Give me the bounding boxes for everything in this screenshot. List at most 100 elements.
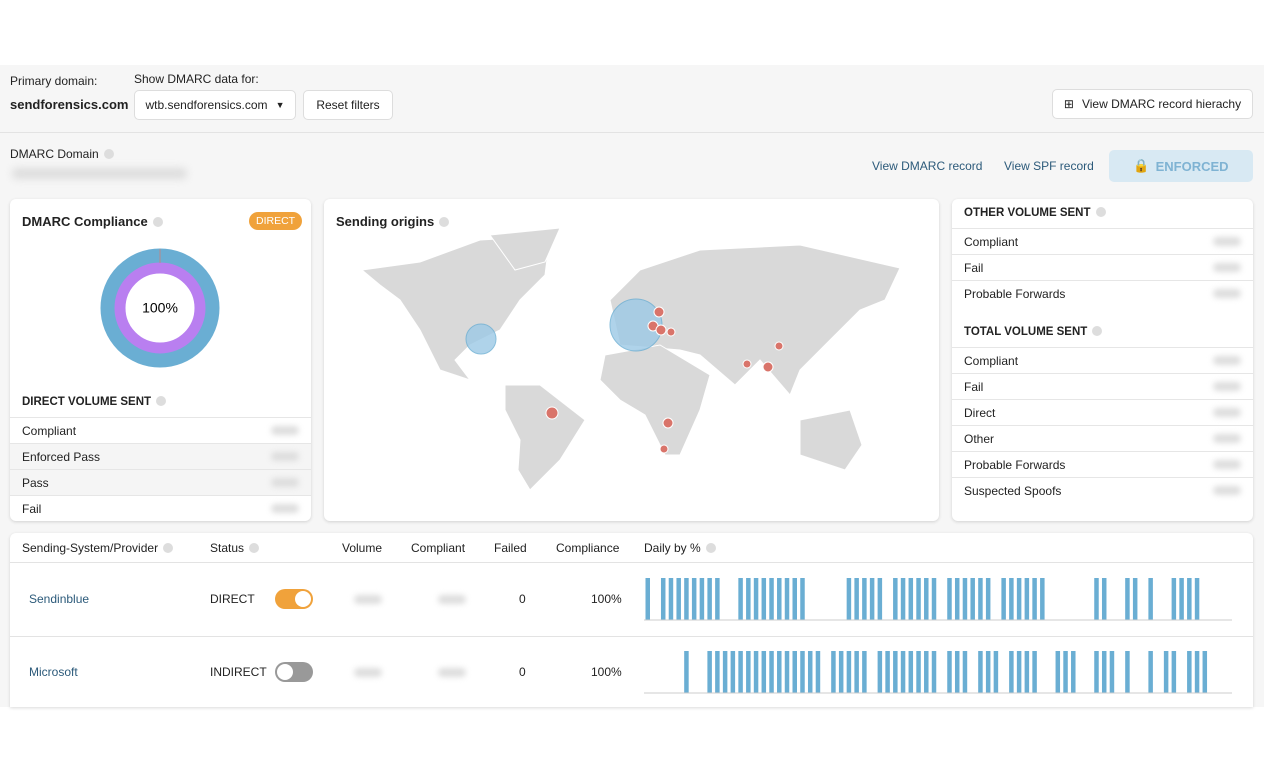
daily-bar	[1202, 651, 1208, 693]
daily-bar	[962, 578, 968, 620]
world-map	[360, 227, 901, 491]
daily-bar	[846, 578, 852, 620]
daily-bar	[1187, 651, 1192, 693]
header-text: Failed	[494, 541, 527, 555]
donut: 100%	[100, 248, 220, 368]
table-row: Probable Forwards	[952, 451, 1253, 477]
daily-bar	[1071, 651, 1076, 693]
daily-bar	[893, 578, 898, 620]
daily-bar	[978, 651, 983, 693]
blurred-value	[1213, 356, 1241, 365]
daily-bar	[893, 651, 898, 693]
daily-bar	[846, 651, 852, 693]
daily-bar	[645, 578, 650, 620]
daily-bar	[746, 578, 751, 620]
info	[1092, 326, 1103, 336]
daily-bar	[761, 651, 767, 693]
daily-bar	[908, 578, 914, 620]
blurred-value	[1213, 263, 1241, 272]
column-header: Compliant	[411, 541, 465, 555]
daily-bar	[807, 651, 813, 693]
info	[163, 543, 174, 553]
continent	[489, 227, 561, 271]
label: Show DMARC data for:	[134, 72, 259, 86]
provider-link[interactable]: Sendinblue	[29, 592, 90, 606]
column-header: Failed	[494, 541, 527, 555]
daily-chart	[644, 651, 1232, 694]
failed: 0	[519, 665, 526, 679]
daily-bar	[722, 651, 728, 693]
header-text: Status	[210, 541, 245, 555]
title-text: OTHER VOLUME SENT	[964, 207, 1091, 219]
daily-bar	[962, 651, 968, 693]
table-row: Other	[952, 425, 1253, 451]
status-toggle[interactable]	[275, 589, 313, 609]
donut-label: 100%	[142, 300, 178, 316]
caret: ▼	[275, 100, 285, 110]
daily-bar	[1094, 578, 1099, 620]
daily-bar	[854, 651, 859, 693]
daily-bar	[1055, 651, 1061, 693]
domain-select[interactable]: wtb.sendforensics.com ▼	[134, 90, 296, 120]
daily-bar	[978, 578, 983, 620]
table-row: Fail	[952, 254, 1253, 280]
toggle-knob	[277, 664, 293, 680]
info	[103, 149, 114, 159]
select-value: wtb.sendforensics.com	[145, 98, 268, 112]
daily-bar	[784, 578, 790, 620]
blurred-value	[354, 595, 382, 604]
info	[1095, 207, 1106, 217]
blurred	[12, 168, 187, 179]
volume-card: OTHER VOLUME SENT Compliant Fail Probable …	[952, 199, 1253, 521]
origin-dot	[545, 406, 559, 420]
view-spf-link[interactable]: View SPF record	[1004, 159, 1094, 173]
blurred-value	[438, 668, 466, 677]
reset-button[interactable]: Reset filters	[303, 90, 393, 120]
daily-bar	[931, 578, 937, 620]
header-text: Compliance	[556, 541, 620, 555]
column-header: Status	[210, 541, 260, 555]
daily-bar	[676, 578, 681, 620]
daily-bar	[1032, 651, 1037, 693]
header-text: Sending-System/Provider	[22, 541, 159, 555]
column-header: Volume	[342, 541, 382, 555]
origin-dot	[662, 417, 674, 429]
daily-bar	[730, 651, 736, 693]
blurred-value	[438, 595, 466, 604]
header-text: Volume	[342, 541, 383, 555]
title-text: DIRECT VOLUME SENT	[22, 396, 152, 408]
blurred-value	[1213, 237, 1241, 246]
info	[249, 543, 260, 553]
daily-bar	[869, 578, 875, 620]
daily-bar	[1179, 578, 1184, 620]
daily-bar	[1016, 578, 1022, 620]
daily-bar	[746, 651, 751, 693]
daily-bar	[985, 651, 991, 693]
daily-bar	[1040, 578, 1045, 620]
direct-badge: DIRECT	[249, 212, 303, 230]
divider	[10, 636, 1253, 637]
origin-dot	[666, 327, 676, 337]
provider-link[interactable]: Microsoft	[29, 665, 78, 679]
blurred-value	[271, 426, 299, 435]
info	[705, 543, 716, 553]
table-row: Compliant	[10, 417, 311, 443]
daily-chart	[644, 578, 1232, 621]
blurred-value	[1213, 434, 1241, 443]
daily-bar	[1148, 651, 1153, 693]
daily-bar	[769, 578, 774, 620]
daily-bar	[877, 651, 883, 693]
daily-bar	[1194, 651, 1200, 693]
blurred-value	[1213, 289, 1241, 298]
status-toggle[interactable]	[275, 662, 313, 682]
daily-bar	[1125, 578, 1130, 620]
enforced-badge: 🔒 ENFORCED	[1109, 150, 1253, 182]
view-dmarc-link[interactable]: View DMARC record	[872, 159, 983, 173]
blurred-value	[1213, 382, 1241, 391]
hierarchy-button[interactable]: ⊞ View DMARC record hierachy	[1052, 89, 1253, 119]
daily-bar	[1063, 651, 1068, 693]
daily-bar	[877, 578, 883, 620]
label-text: DMARC Domain	[10, 147, 99, 161]
info	[439, 217, 450, 227]
daily-bar	[916, 651, 921, 693]
